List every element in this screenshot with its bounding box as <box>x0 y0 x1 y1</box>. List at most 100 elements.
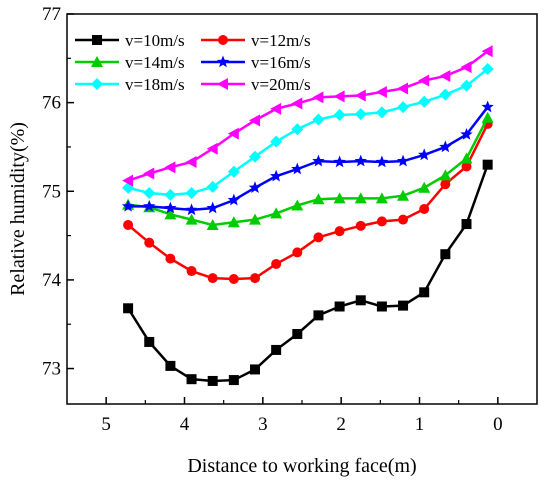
data-point <box>419 204 430 214</box>
x-tick-label: 2 <box>336 414 346 435</box>
x-tick-label: 4 <box>180 414 190 435</box>
data-point <box>143 199 156 212</box>
data-point <box>122 174 134 187</box>
data-point <box>481 111 494 123</box>
data-point <box>248 181 262 193</box>
data-point <box>355 295 366 306</box>
data-point <box>376 216 387 227</box>
data-point <box>481 100 494 113</box>
data-point <box>270 207 283 219</box>
data-point <box>227 216 240 228</box>
data-point <box>228 274 239 285</box>
legend-entry: v=20m/s <box>201 75 311 94</box>
data-point <box>186 266 197 277</box>
data-point <box>334 301 345 312</box>
data-point <box>250 273 260 284</box>
data-point <box>271 258 282 269</box>
data-point <box>375 106 388 119</box>
data-point <box>439 70 451 83</box>
data-point <box>291 162 304 175</box>
data-point <box>354 192 367 204</box>
data-point <box>354 89 366 102</box>
data-point <box>312 91 324 104</box>
legend-label: v=16m/s <box>251 53 311 72</box>
data-point <box>185 156 197 169</box>
x-axis: 5 4 3 2 1 0 <box>101 397 503 435</box>
data-point <box>164 201 177 214</box>
data-point <box>354 154 367 167</box>
data-point <box>440 179 451 190</box>
data-point <box>227 127 239 140</box>
data-point <box>186 374 197 385</box>
data-point <box>206 180 219 193</box>
legend-entry: v=18m/s <box>75 75 185 94</box>
legend-marker <box>217 78 228 90</box>
data-point <box>227 165 240 178</box>
legend-label: v=10m/s <box>125 31 185 50</box>
data-point <box>207 273 218 284</box>
legend-label: v=12m/s <box>251 31 311 50</box>
data-point <box>397 82 409 95</box>
data-point <box>375 155 389 168</box>
data-point <box>206 142 218 155</box>
data-point <box>460 152 473 164</box>
data-point <box>249 213 261 225</box>
data-point <box>144 336 155 347</box>
series-v-14m-s <box>122 111 494 230</box>
data-point <box>291 199 304 211</box>
data-point <box>355 220 366 231</box>
x-tick-label: 0 <box>493 414 503 435</box>
legend-entry: v=12m/s <box>201 31 311 50</box>
data-point <box>418 95 431 108</box>
series-v-16m-s <box>121 100 494 216</box>
series-line <box>127 117 489 227</box>
data-point <box>439 140 452 153</box>
data-point <box>461 219 472 230</box>
data-point <box>250 364 260 375</box>
y-tick-label: 75 <box>42 181 61 202</box>
data-point <box>165 253 176 264</box>
data-point <box>249 150 261 163</box>
data-point <box>206 218 219 230</box>
legend-label: v=18m/s <box>125 75 185 94</box>
data-point <box>460 61 472 74</box>
data-point <box>143 167 155 180</box>
data-point <box>164 188 177 201</box>
data-point <box>123 219 134 230</box>
data-point <box>292 247 303 258</box>
data-point <box>207 375 218 386</box>
data-point <box>418 148 431 161</box>
legend-entry: v=16m/s <box>201 53 311 72</box>
data-point <box>123 303 134 314</box>
legend-entry: v=14m/s <box>75 53 185 72</box>
data-point <box>291 97 303 110</box>
data-point <box>398 214 409 225</box>
data-point <box>185 213 198 225</box>
data-point <box>271 344 282 355</box>
legend-marker <box>216 55 230 68</box>
legend-entry: v=10m/s <box>75 31 185 50</box>
data-point <box>439 88 452 101</box>
legend: v=10m/s v=12m/s v=14m/s v=16m/s v=18m/s v=20m… <box>75 31 311 94</box>
data-point <box>375 192 388 204</box>
data-point <box>333 109 346 122</box>
series-v-12m-s <box>123 118 493 285</box>
data-point <box>228 375 239 386</box>
data-point <box>397 101 410 114</box>
series-v-20m-s <box>122 45 493 187</box>
data-point <box>439 169 452 181</box>
data-point <box>481 45 493 58</box>
x-tick-label: 5 <box>101 414 111 435</box>
data-point <box>375 86 387 98</box>
data-point <box>270 135 283 148</box>
data-point <box>333 90 345 103</box>
data-point <box>227 193 241 206</box>
data-point <box>164 208 177 220</box>
legend-label: v=20m/s <box>251 75 311 94</box>
series-v-18m-s <box>122 62 494 201</box>
data-point <box>313 232 324 243</box>
data-point <box>292 328 303 339</box>
data-point <box>165 360 176 371</box>
data-point <box>333 155 346 168</box>
y-tick-label: 76 <box>42 93 61 114</box>
